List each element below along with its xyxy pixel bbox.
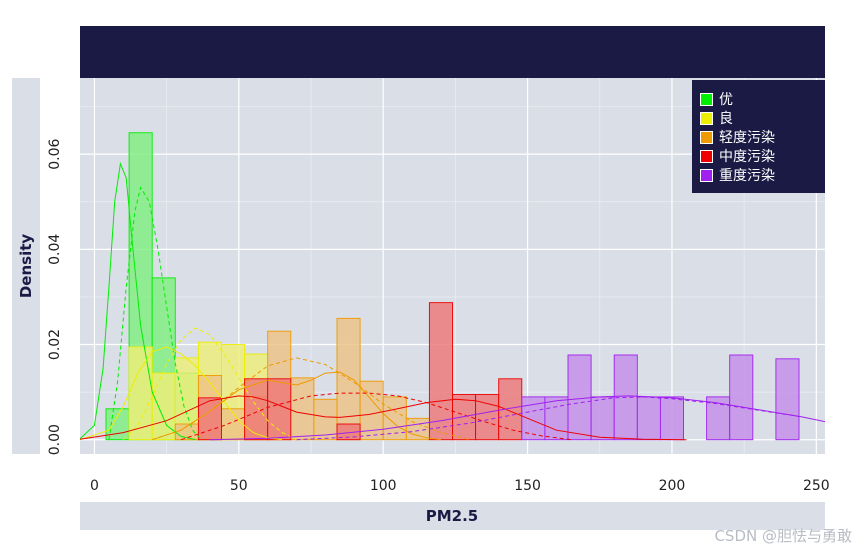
density-curve-series-0 [80,161,196,441]
density-curve-dashed-series-0 [108,186,202,441]
x-axis-label-strip [80,502,825,530]
legend: 优 良 轻度污染 中度污染 重度污染 [692,80,825,193]
title-band [80,26,825,78]
x-tick-label: 50 [230,478,248,494]
legend-label-light-pollution: 轻度污染 [719,130,775,146]
y-tick-label: 0.02 [47,329,63,360]
density-curve-series-2 [152,371,441,441]
x-tick-label: 0 [90,478,99,494]
density-curve-dashed-series-1 [122,327,297,441]
histogram-bar-series-2 [405,417,430,441]
density-curve-dashed-series-4 [296,396,802,441]
legend-label-heavy-pollution: 重度污染 [719,168,775,184]
legend-label-moderate-pollution: 中度污染 [719,149,775,165]
watermark: CSDN @胆怯与勇敢 [714,527,852,545]
histogram-bar-series-2 [290,377,315,441]
density-curve-dashed-series-3 [180,392,571,441]
plot-layers [80,132,825,441]
y-tick-label: 0.04 [47,234,63,265]
histogram-bar-series-4 [775,358,800,441]
x-tick-label: 200 [659,478,686,494]
x-tick-label: 250 [803,478,830,494]
legend-swatch-heavy-pollution [700,168,713,182]
legend-item-moderate-pollution: 中度污染 [700,147,775,165]
histogram-bar-series-3 [244,378,269,441]
histogram-bar-series-4 [636,396,661,441]
histogram-bar-series-4 [590,396,615,441]
legend-swatch-good [700,111,713,125]
histogram-bar-series-4 [544,396,569,441]
y-tick-label: 0.06 [47,139,63,170]
histogram-bar-series-4 [567,354,592,441]
legend-swatch-moderate-pollution [700,149,713,163]
x-tick-label: 150 [514,478,541,494]
legend-item-good: 良 [700,109,733,127]
histogram-bar-series-4 [729,354,754,441]
legend-label-good: 良 [719,111,733,127]
legend-item-light-pollution: 轻度污染 [700,128,775,146]
legend-item-excellent: 优 [700,90,733,108]
legend-swatch-excellent [700,92,713,106]
density-curve-dashed-series-2 [152,357,470,441]
legend-swatch-light-pollution [700,130,713,144]
y-tick-label: 0.00 [47,424,63,455]
legend-label-excellent: 优 [719,92,733,108]
x-tick-label: 100 [370,478,397,494]
histogram-bar-series-2 [313,398,338,441]
density-curve-series-3 [80,395,687,441]
x-axis-label: PM2.5 [425,507,479,525]
histogram-bar-series-4 [659,396,684,441]
y-axis-label: Density [17,233,35,299]
legend-item-heavy-pollution: 重度污染 [700,166,775,184]
density-curve-series-1 [80,346,283,441]
density-curve-series-4 [209,395,825,441]
y-axis-label-strip [12,78,40,454]
